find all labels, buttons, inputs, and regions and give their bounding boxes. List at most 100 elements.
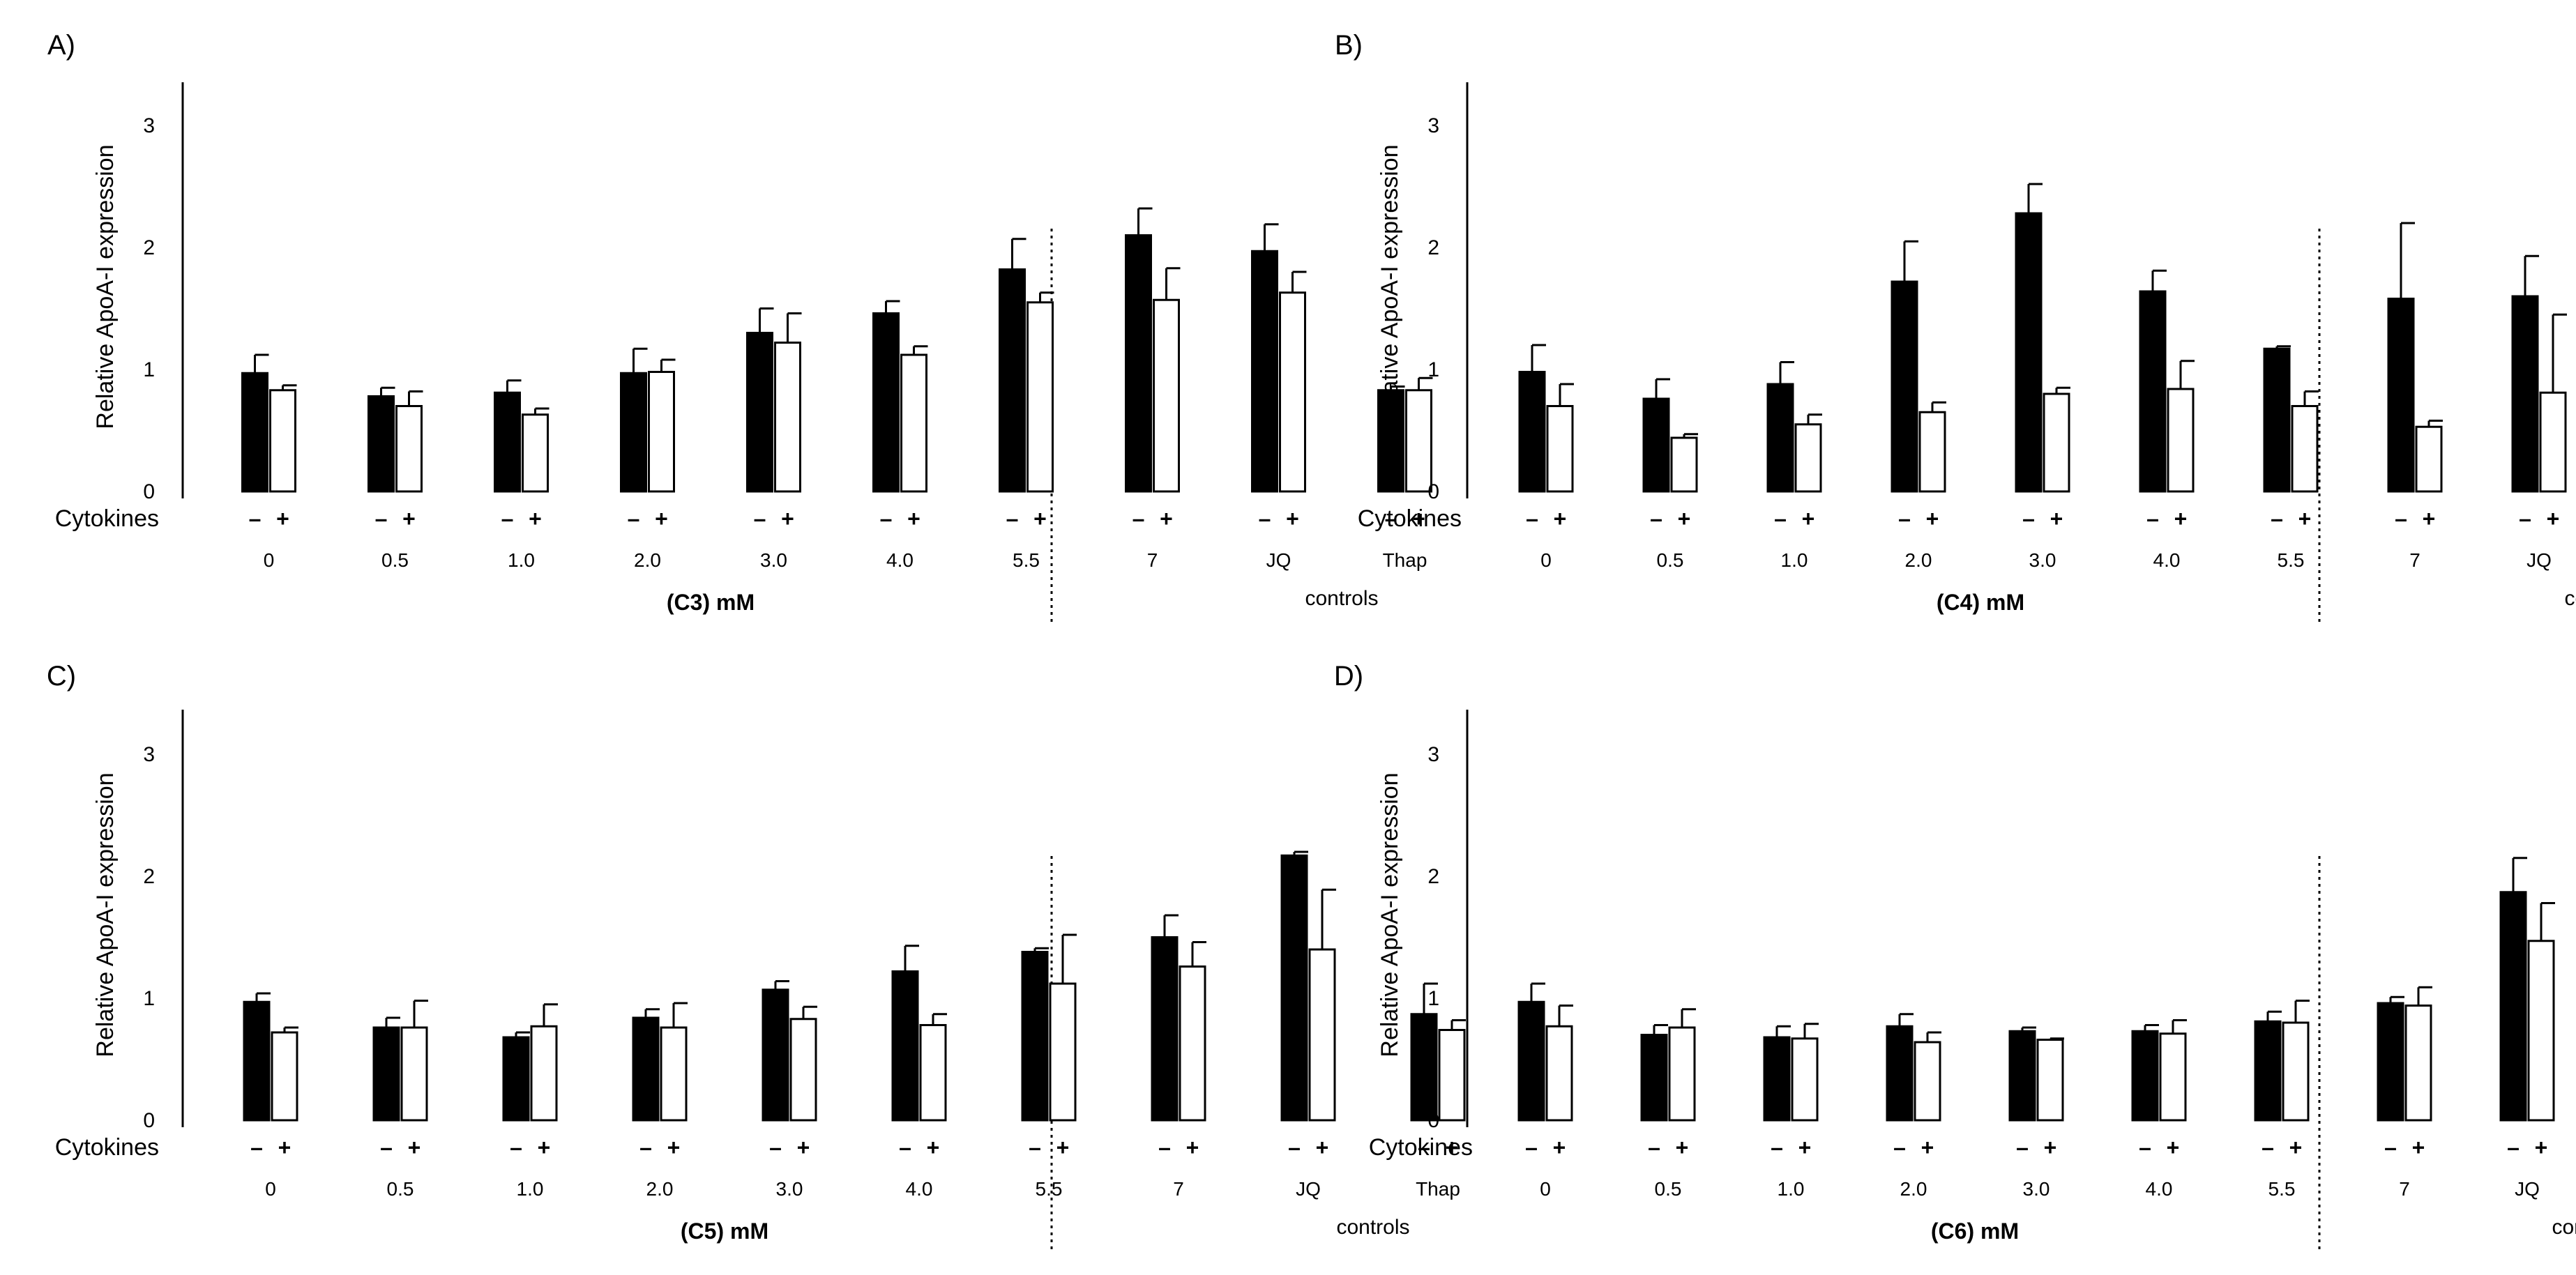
- bar-with-cytokines: [1179, 965, 1206, 1122]
- bar-with-cytokines: [1438, 1029, 1466, 1122]
- y-tick-label: 1: [1427, 987, 1439, 1010]
- bar-with-cytokines: [530, 1025, 558, 1122]
- bar-with-cytokines: [1026, 301, 1054, 493]
- bar-no-cytokines: [1763, 1036, 1791, 1122]
- x-category-label: JQ: [1266, 549, 1291, 571]
- y-tick-label: 0: [1427, 480, 1439, 503]
- x-category-label: JQ: [2515, 1178, 2540, 1200]
- x-category-label: 0: [1540, 1178, 1551, 1200]
- bar-no-cytokines: [2377, 1002, 2404, 1122]
- bar-with-cytokines: [400, 1026, 428, 1122]
- bar-no-cytokines: [746, 332, 773, 493]
- bar-with-cytokines: [1918, 411, 1946, 493]
- bar-no-cytokines: [1886, 1025, 1914, 1122]
- cytokines-plus-label: +: [1921, 1135, 1934, 1160]
- x-axis-title: (C6) mM: [1931, 1219, 2019, 1244]
- x-category-label: 4.0: [2146, 1178, 2173, 1200]
- bar-with-cytokines: [1049, 982, 1077, 1122]
- y-tick-label: 2: [143, 865, 155, 888]
- x-category-label: 2.0: [1900, 1178, 1927, 1200]
- y-axis-label: Relative ApoA-I expression: [92, 772, 119, 1057]
- bar-no-cytokines: [1280, 854, 1308, 1122]
- bar-with-cytokines: [1791, 1037, 1819, 1122]
- bar-no-cytokines: [2511, 295, 2539, 493]
- bar-no-cytokines: [1891, 280, 1918, 493]
- cytokines-minus-label: –: [2395, 506, 2407, 531]
- bar-with-cytokines: [271, 1031, 298, 1122]
- panel-letter: B): [1335, 30, 1363, 61]
- bar-no-cytokines: [2015, 212, 2043, 493]
- cytokines-minus-label: –: [1648, 1135, 1660, 1160]
- bar-with-cytokines: [1914, 1041, 1941, 1122]
- cytokines-minus-label: –: [1029, 1135, 1041, 1160]
- cytokines-plus-label: +: [276, 506, 289, 531]
- cytokines-minus-label: –: [639, 1135, 652, 1160]
- bar-with-cytokines: [2043, 392, 2070, 493]
- x-category-label: 0: [264, 549, 275, 571]
- cytokines-plus-label: +: [1316, 1135, 1329, 1160]
- y-tick-label: 0: [143, 480, 155, 503]
- bar-no-cytokines: [2139, 290, 2167, 493]
- bar-no-cytokines: [2254, 1020, 2282, 1122]
- cytokines-minus-label: –: [1418, 1135, 1430, 1160]
- bar-with-cytokines: [789, 1018, 817, 1122]
- controls-label: controls: [1336, 1216, 1409, 1239]
- chart-panel-c: C) 0 1 2 3 Relative ApoA-I expression Cytokine…: [47, 661, 1466, 1253]
- cytokines-minus-label: –: [375, 506, 388, 531]
- x-category-label: 3.0: [760, 549, 787, 571]
- x-category-label: 5.5: [1036, 1178, 1063, 1200]
- cytokines-minus-label: –: [1385, 506, 1397, 531]
- cytokines-minus-label: –: [769, 1135, 782, 1160]
- cytokines-minus-label: –: [1893, 1135, 1906, 1160]
- cytokines-minus-label: –: [2139, 1135, 2151, 1160]
- y-axis-label: Relative ApoA-I expression: [1377, 772, 1403, 1057]
- bar-no-cytokines: [632, 1016, 660, 1122]
- y-tick-label: 0: [1427, 1109, 1439, 1132]
- cytokines-plus-label: +: [1033, 506, 1047, 531]
- cytokines-plus-label: +: [2289, 1135, 2303, 1160]
- cytokines-plus-label: +: [1553, 1135, 1566, 1160]
- cytokines-plus-label: +: [1286, 506, 1299, 531]
- cytokines-plus-label: +: [408, 1135, 421, 1160]
- bar-no-cytokines: [368, 395, 395, 493]
- x-category-label: 0: [1540, 549, 1552, 571]
- x-category-label: 1.0: [517, 1178, 544, 1200]
- cytokines-plus-label: +: [927, 1135, 940, 1160]
- cytokines-minus-label: –: [250, 1135, 263, 1160]
- x-category-label: 1.0: [508, 549, 535, 571]
- bar-with-cytokines: [2539, 391, 2567, 493]
- x-category-label: 0.5: [381, 549, 409, 571]
- cytokines-plus-label: +: [1412, 506, 1425, 531]
- x-category-label: JQ: [2526, 549, 2552, 571]
- cytokines-plus-label: +: [2547, 506, 2560, 531]
- bar-with-cytokines: [2282, 1021, 2310, 1122]
- x-category-label: 3.0: [2023, 1178, 2050, 1200]
- bar-with-cytokines: [1279, 291, 1306, 493]
- cytokines-plus-label: +: [1554, 506, 1567, 531]
- y-tick-label: 2: [1427, 865, 1439, 888]
- bar-no-cytokines: [1151, 936, 1179, 1122]
- bar-with-cytokines: [774, 342, 801, 493]
- cytokines-plus-label: +: [2423, 506, 2436, 531]
- chart-panel-a: A) 0 1 2 3 Relative ApoA-I expression Cytokine…: [47, 30, 1433, 624]
- x-axis-title: (C5) mM: [681, 1219, 768, 1244]
- panel-letter: C): [47, 661, 76, 692]
- bar-with-cytokines: [1405, 389, 1432, 493]
- controls-label: controls: [2552, 1216, 2576, 1239]
- bar-no-cytokines: [2263, 347, 2291, 493]
- bar-with-cytokines: [2167, 388, 2195, 493]
- cytokines-plus-label: +: [1802, 506, 1815, 531]
- x-axis-title: (C3) mM: [667, 590, 755, 615]
- cytokines-minus-label: –: [1288, 1135, 1301, 1160]
- x-category-label: 7: [1147, 549, 1158, 571]
- bar-with-cytokines: [1545, 1025, 1573, 1122]
- y-tick-label: 3: [143, 743, 155, 766]
- bar-no-cytokines: [372, 1026, 400, 1122]
- cytokines-minus-label: –: [899, 1135, 911, 1160]
- x-category-label: 0.5: [387, 1178, 414, 1200]
- cytokines-minus-label: –: [1650, 506, 1662, 531]
- bar-no-cytokines: [2008, 1030, 2036, 1122]
- bar-with-cytokines: [919, 1024, 947, 1122]
- cytokines-minus-label: –: [2022, 506, 2035, 531]
